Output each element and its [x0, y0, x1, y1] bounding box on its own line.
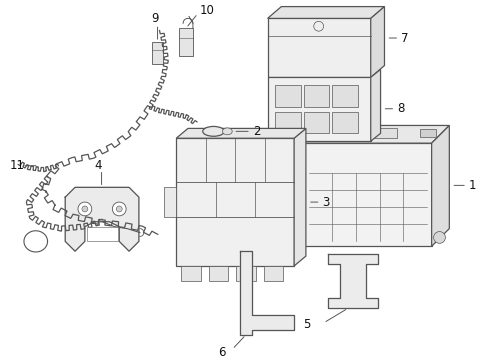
Polygon shape: [370, 6, 384, 77]
Polygon shape: [370, 69, 380, 141]
Text: 11: 11: [9, 159, 24, 172]
Bar: [332, 85, 357, 107]
Bar: [275, 85, 301, 107]
Bar: [208, 266, 228, 281]
Ellipse shape: [203, 126, 224, 136]
Polygon shape: [176, 129, 305, 138]
Bar: [275, 112, 301, 133]
Bar: [332, 112, 357, 133]
Polygon shape: [328, 254, 377, 308]
Polygon shape: [65, 187, 139, 251]
Bar: [151, 42, 163, 64]
Bar: [176, 138, 293, 266]
Polygon shape: [293, 129, 305, 266]
Bar: [87, 227, 118, 241]
Text: 7: 7: [400, 32, 408, 45]
Text: 1: 1: [468, 179, 475, 192]
FancyBboxPatch shape: [179, 28, 193, 56]
Text: 9: 9: [151, 12, 159, 25]
Bar: [263, 266, 283, 281]
Bar: [181, 266, 201, 281]
Text: 8: 8: [396, 102, 404, 115]
Bar: [304, 143, 431, 246]
Bar: [336, 129, 351, 137]
Polygon shape: [240, 251, 293, 335]
Text: 5: 5: [303, 318, 310, 331]
Bar: [164, 187, 176, 217]
Circle shape: [116, 206, 122, 212]
Circle shape: [112, 202, 126, 216]
Circle shape: [433, 231, 445, 243]
Bar: [304, 85, 329, 107]
Bar: [304, 112, 329, 133]
Ellipse shape: [222, 128, 232, 135]
Bar: [267, 77, 370, 141]
Text: 3: 3: [322, 195, 329, 208]
Polygon shape: [431, 125, 448, 246]
Text: 4: 4: [95, 159, 102, 172]
Circle shape: [78, 202, 92, 216]
Bar: [267, 18, 370, 77]
Bar: [236, 266, 255, 281]
Polygon shape: [304, 125, 448, 143]
Bar: [338, 129, 396, 138]
Text: 10: 10: [200, 4, 214, 17]
Polygon shape: [267, 6, 384, 18]
Text: 6: 6: [218, 346, 225, 359]
Text: 2: 2: [252, 125, 260, 138]
Bar: [419, 129, 435, 137]
Circle shape: [82, 206, 88, 212]
